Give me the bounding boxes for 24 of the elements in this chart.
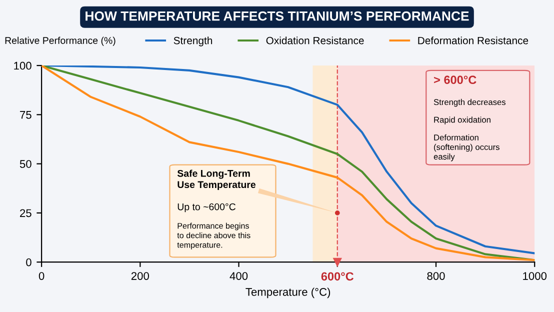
y-axis-title: Relative Performance (%) — [5, 36, 116, 46]
x-tick-label: 1000 — [523, 272, 547, 280]
legend-label: Oxidation Resistance — [266, 36, 364, 44]
legend-label: Strength — [174, 36, 212, 46]
annotation: > 600°C — [434, 76, 476, 84]
annotation: Deformation (softening) occurs easily — [434, 134, 500, 162]
y-tick-label: 75 — [20, 111, 32, 119]
y-tick-label: 100 — [14, 62, 32, 70]
x-tick-label: 400 — [230, 272, 248, 280]
annotation: Rapid oxidation — [434, 116, 490, 124]
y-tick-label: 50 — [20, 160, 32, 168]
x-tick-label: 0 — [38, 272, 44, 280]
annotation: Performance begins to decline above this temperature. — [177, 222, 250, 250]
annotation: Strength decreases — [434, 98, 506, 107]
annotation: Up to ~600°C — [178, 203, 236, 212]
legend-label: Deformation Resistance — [418, 36, 528, 44]
y-tick-label: 25 — [20, 209, 32, 218]
x-tick-label: 800 — [427, 272, 445, 280]
chart-title: HOW TEMPERATURE AFFECTS TITANIUM’S PERFORMANCE — [86, 11, 469, 21]
x-tick-label: 200 — [131, 272, 149, 280]
ref-line-label: 600°C — [321, 272, 354, 281]
x-axis-title: Temperature (°C) — [246, 288, 330, 298]
annotation: Safe Long-Term Use Temperature — [177, 170, 256, 190]
y-tick-label: 0 — [26, 258, 32, 266]
